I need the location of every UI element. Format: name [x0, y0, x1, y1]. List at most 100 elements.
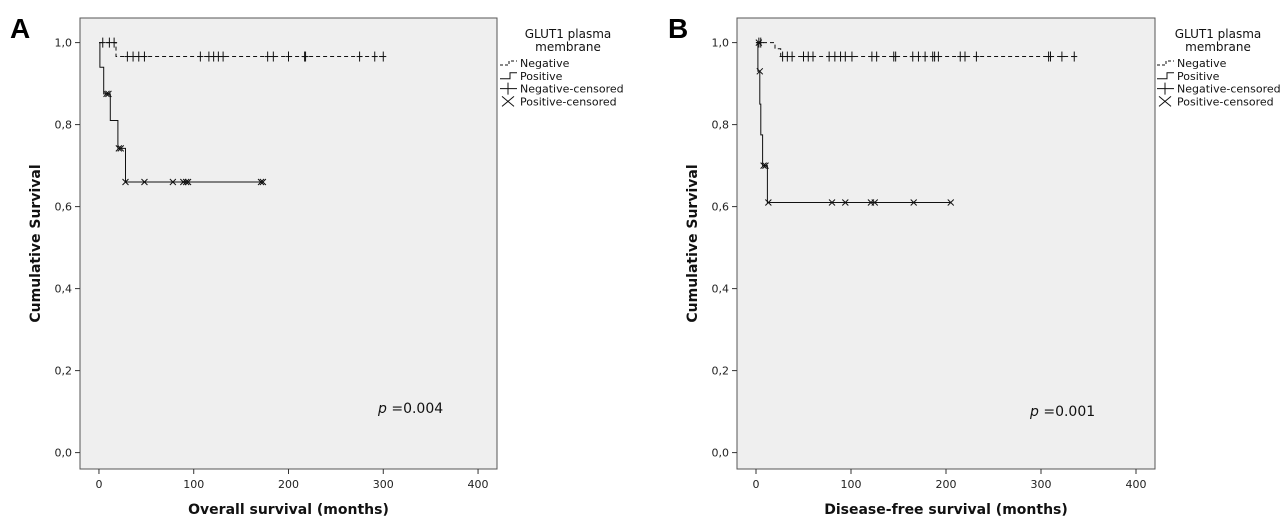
censor-mark-cross	[947, 199, 955, 206]
censor-mark-plus	[973, 51, 980, 62]
axes-b: 0,0 0,2 0,4 0,6 0,8 1,0 0 100 200 300 400	[712, 37, 1147, 491]
censor-mark-cross-b	[756, 67, 764, 75]
legend-solid-step	[1157, 72, 1174, 80]
legend-dashed-step	[500, 60, 517, 66]
censor-mark-cross-b	[910, 199, 918, 206]
censor-mark-plus	[1058, 51, 1065, 62]
panel-label-a: A	[10, 13, 30, 44]
censor-mark-cross-b	[105, 90, 112, 98]
censor-mark-cross	[841, 199, 849, 206]
legend-item-label: Positive-censored	[1177, 95, 1274, 108]
censor-mark-cross-b	[762, 162, 769, 169]
censor-mark-cross-b	[257, 178, 265, 186]
censor-mark-plus	[1047, 51, 1054, 62]
censor-mark-plus	[873, 51, 880, 62]
series-group-b	[755, 37, 1078, 206]
legend-cross-b	[501, 96, 515, 107]
panel-a: A 0,0 0,2 0,4 0,6 0,8 1,0 0 100 200 300 400 Cumula…	[10, 13, 624, 518]
censor-mark-cross-b	[764, 199, 772, 206]
p-value-text-b: =0.001	[1039, 404, 1095, 420]
x-axis-title-a: Overall survival (months)	[188, 502, 389, 518]
censor-mark-plus	[789, 51, 796, 62]
legend-symbol	[1157, 72, 1174, 80]
censor-mark-plus	[831, 51, 838, 62]
censor-mark-plus	[915, 51, 922, 62]
censor-mark-plus	[264, 51, 271, 62]
legend-item-label: Positive	[1177, 70, 1220, 83]
series-line-positive	[99, 42, 262, 183]
p-value-annotation-b: p =0.001	[1029, 404, 1095, 420]
censor-mark-plus	[962, 51, 968, 62]
censor-mark-plus	[909, 51, 916, 62]
legend-dashed-step	[1157, 60, 1174, 66]
legend-symbol	[500, 60, 517, 66]
censor-mark-plus	[356, 51, 363, 62]
legend-item-label: Negative	[520, 57, 570, 70]
p-symbol-a: p	[377, 401, 387, 417]
x-axis-title-b: Disease-free survival (months)	[824, 502, 1068, 518]
censor-mark-plus	[371, 51, 378, 62]
y-tick-label: 0,0	[712, 447, 730, 460]
censor-mark-plus	[141, 51, 148, 62]
censor-mark-cross-b	[182, 178, 190, 186]
censor-mark-cross-b	[179, 178, 187, 186]
panel-label-b: B	[668, 13, 688, 44]
series-group-a	[99, 37, 387, 186]
legend-symbol	[1157, 60, 1174, 66]
censor-mark-cross	[182, 178, 190, 186]
legend-symbol	[501, 96, 515, 107]
censor-mark-plus	[922, 51, 929, 62]
censor-mark-cross	[115, 145, 123, 152]
censor-mark-cross	[259, 178, 267, 186]
y-axis-title-a: Cumulative Survival	[28, 164, 44, 322]
p-symbol-b: p	[1029, 404, 1039, 420]
censor-mark-plus	[842, 51, 849, 62]
censor-mark-cross	[762, 162, 769, 169]
x-tick-label: 300	[373, 478, 394, 491]
censor-mark-plus	[380, 51, 387, 62]
censor-mark-cross-b	[828, 199, 836, 206]
y-axis-title-b: Cumulative Survival	[685, 164, 701, 322]
censor-mark-cross	[910, 199, 918, 206]
legend-cross-b	[1158, 96, 1172, 107]
legend-item-label: Negative-censored	[1177, 83, 1281, 96]
legend-symbol	[1157, 82, 1174, 95]
censor-mark-plus	[302, 51, 309, 62]
censor-mark-cross	[169, 178, 177, 186]
censor-mark-plus	[1071, 51, 1078, 62]
censor-mark-cross	[871, 199, 879, 206]
series-line-positive	[756, 42, 951, 203]
censor-mark-cross	[141, 178, 148, 186]
censor-mark-cross-b	[259, 178, 267, 186]
p-value-text-a: =0.004	[387, 401, 443, 417]
legend-item-label: Positive	[520, 70, 563, 83]
legend-title: GLUT1 plasma	[1175, 27, 1262, 41]
censor-mark-cross-b	[760, 162, 767, 169]
panel-b: B 0,0 0,2 0,4 0,6 0,8 1,0 0 100 200 300 400 Cumula…	[668, 13, 1281, 518]
censor-mark-plus	[135, 51, 142, 62]
legend-symbol	[500, 72, 517, 80]
censor-mark-plus	[124, 51, 131, 62]
x-tick-label: 100	[841, 478, 862, 491]
y-tick-label: 0,0	[55, 447, 73, 460]
legend-item-label: Negative-censored	[520, 83, 624, 96]
x-tick-label: 200	[936, 478, 957, 491]
censor-mark-plus	[810, 51, 816, 62]
censor-mark-cross	[760, 162, 767, 169]
censor-mark-cross	[103, 90, 110, 98]
censor-mark-plus	[826, 51, 833, 62]
censor-mark-cross-b	[169, 178, 177, 186]
censor-mark-cross	[117, 145, 125, 152]
censor-mark-plus	[935, 51, 942, 62]
censor-mark-cross	[755, 39, 763, 46]
censor-mark-cross	[828, 199, 836, 206]
censor-mark-cross	[105, 90, 112, 98]
censor-mark-cross-b	[871, 199, 879, 206]
censor-mark-plus	[130, 51, 137, 62]
legend-title: GLUT1 plasma	[525, 27, 612, 41]
censor-mark-cross	[257, 178, 265, 186]
plot-area-b	[736, 17, 1156, 470]
censor-mark-cross	[122, 178, 129, 186]
censor-mark-cross-b	[841, 199, 849, 206]
